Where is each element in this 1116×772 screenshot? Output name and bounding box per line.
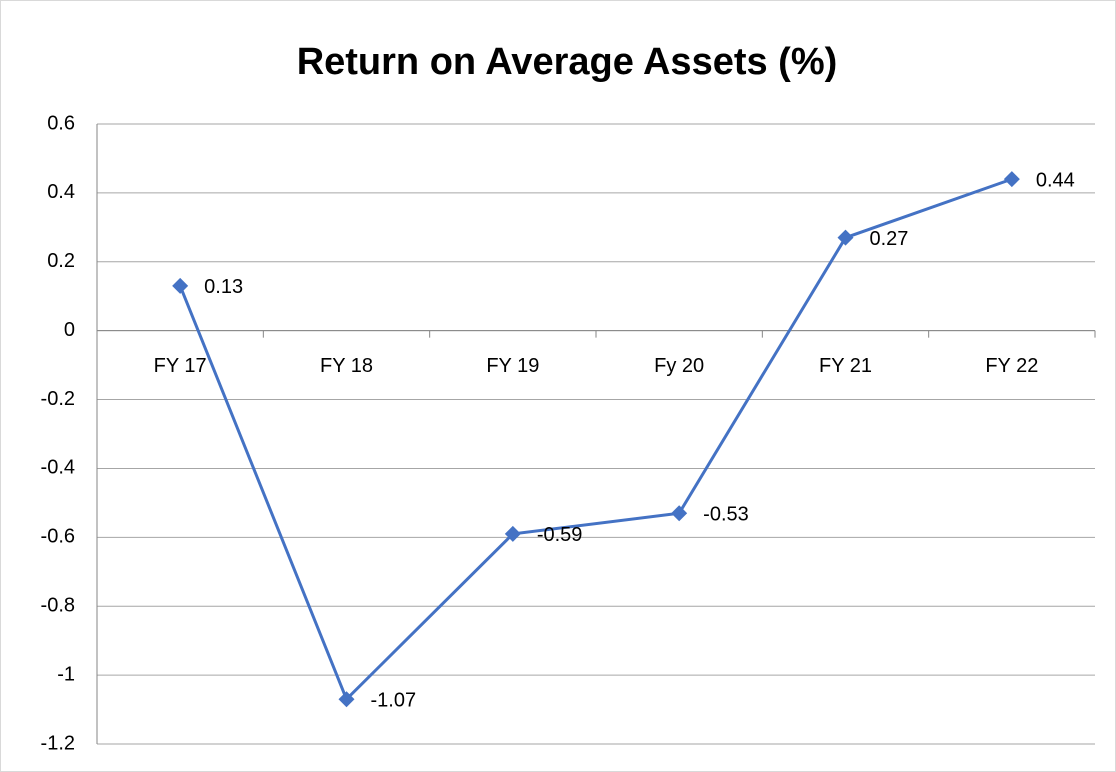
y-tick-label: 0.2 [47, 250, 75, 272]
marker [338, 691, 355, 708]
y-tick-label: -1.2 [41, 732, 75, 754]
y-tick-label: 0.6 [47, 112, 75, 134]
y-tick-label: -0.4 [41, 457, 75, 479]
data-label: 0.13 [204, 276, 243, 298]
series-line [178, 177, 1013, 702]
y-tick-label: -0.6 [41, 526, 75, 548]
y-tick-label: -1 [57, 663, 75, 685]
marker [1003, 171, 1020, 188]
marker [504, 525, 521, 542]
x-tick-label: FY 18 [320, 355, 373, 377]
marker [172, 277, 189, 294]
marker [671, 505, 688, 522]
x-tick-label: FY 19 [486, 355, 539, 377]
y-tick-label: 0 [64, 319, 75, 341]
y-tick-label: 0.4 [47, 181, 75, 203]
data-label: 0.27 [870, 228, 909, 250]
data-label: -0.53 [703, 504, 749, 526]
x-tick-label: Fy 20 [654, 355, 704, 377]
x-tick-label: FY 21 [819, 355, 872, 377]
y-tick-label: -0.2 [41, 388, 75, 410]
data-label: -1.07 [371, 690, 417, 712]
data-label: 0.44 [1036, 169, 1075, 191]
x-tick-label: FY 17 [154, 355, 207, 377]
data-label: -0.59 [537, 524, 583, 546]
y-tick-label: -0.8 [41, 595, 75, 617]
x-tick-label: FY 22 [985, 355, 1038, 377]
chart-title: Return on Average Assets (%) [297, 41, 838, 83]
marker [837, 229, 854, 246]
